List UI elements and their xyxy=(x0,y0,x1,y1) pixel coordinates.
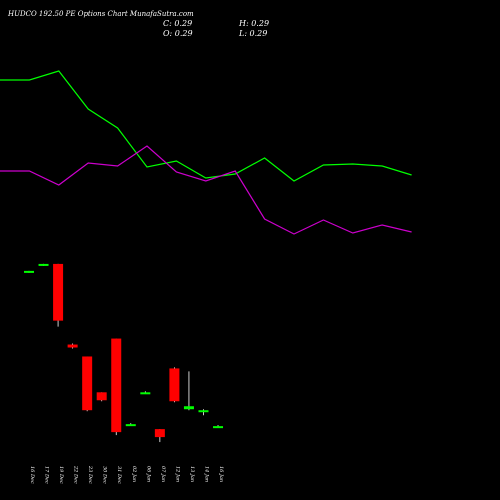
x-tick-label: 16 Dec xyxy=(29,466,35,484)
candle-body xyxy=(140,392,151,395)
candle-body xyxy=(67,344,78,348)
candle-body xyxy=(24,270,34,273)
candle xyxy=(96,392,107,402)
x-tick-label: 02 Jan xyxy=(131,466,137,482)
candle xyxy=(183,371,194,411)
candle-body xyxy=(53,263,64,321)
x-tick-label: 14 Jan xyxy=(203,466,209,482)
candle xyxy=(213,425,224,429)
candle-body xyxy=(183,406,194,410)
close-readout: C: 0.29 xyxy=(163,19,192,28)
candle xyxy=(154,429,165,443)
candle-body xyxy=(154,429,165,438)
candles xyxy=(24,263,224,443)
candle-body xyxy=(96,392,107,401)
x-tick-label: 13 Jan xyxy=(189,466,195,482)
candle xyxy=(140,391,151,395)
candle xyxy=(24,270,34,273)
overlay-line-1 xyxy=(0,70,412,182)
candle xyxy=(125,423,136,427)
x-tick-label: 19 Dec xyxy=(58,466,64,484)
x-tick-label: 12 Jan xyxy=(174,466,180,482)
candle xyxy=(82,356,93,412)
candle-body xyxy=(111,338,122,433)
candle xyxy=(67,343,78,349)
x-tick-label: 30 Dec xyxy=(102,466,108,484)
candle xyxy=(38,263,49,266)
candle xyxy=(169,367,180,403)
x-tick-label: 06 Jan xyxy=(145,466,151,482)
x-tick-label: 31 Dec xyxy=(116,466,122,484)
candle xyxy=(53,263,64,327)
candle-body xyxy=(213,426,224,429)
candle-body xyxy=(169,368,180,402)
overlay-lines xyxy=(0,70,412,235)
x-tick-label: 16 Jan xyxy=(218,466,224,482)
x-tick-label: 23 Dec xyxy=(87,465,93,484)
x-tick-label: 22 Dec xyxy=(73,465,79,484)
high-readout: H: 0.29 xyxy=(238,19,269,28)
candle-body xyxy=(198,410,209,413)
overlay-line-2 xyxy=(0,145,412,235)
candle-body xyxy=(38,263,49,266)
candle xyxy=(198,409,209,416)
x-tick-label: 17 Dec xyxy=(44,466,50,484)
x-axis-ticks: 16 Dec 17 Dec 19 Dec 22 Dec 23 Dec 30 Dec 31 D… xyxy=(29,465,224,484)
low-readout: L: 0.29 xyxy=(238,29,267,38)
candle xyxy=(111,338,122,436)
open-readout: O: 0.29 xyxy=(163,29,193,38)
candle-body xyxy=(125,424,136,427)
candle-body xyxy=(82,356,93,411)
x-tick-label: 07 Jan xyxy=(160,466,166,482)
chart-title: HUDCO 192.50 PE Options Chart MunafaSutr… xyxy=(7,10,194,18)
